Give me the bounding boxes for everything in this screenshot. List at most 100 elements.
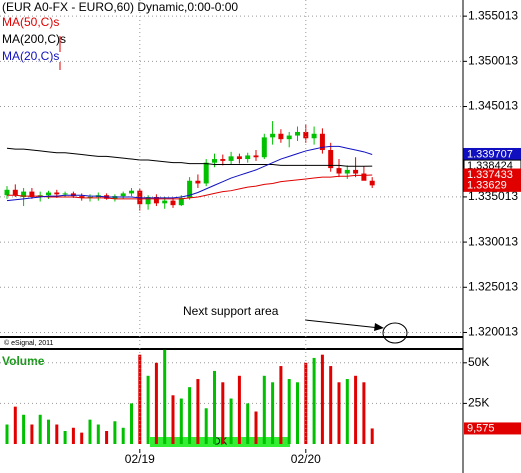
volume-bar — [345, 379, 349, 444]
candle-body — [29, 191, 35, 198]
volume-bar — [105, 431, 109, 444]
volume-bar — [121, 427, 125, 444]
candle-body — [203, 162, 209, 184]
candle-body — [195, 180, 201, 184]
ma-line — [7, 174, 373, 200]
legend-entry: MA(200,C)s — [2, 32, 66, 46]
arrow-head — [374, 323, 384, 331]
candle-body — [129, 190, 134, 194]
volume-bar — [163, 349, 167, 444]
volume-bar — [329, 366, 333, 444]
candle-body — [278, 133, 284, 140]
candle-body — [62, 193, 68, 195]
candle-body — [261, 137, 267, 158]
candle-body — [54, 192, 60, 195]
y-tick-label: 1.325013 — [468, 279, 518, 293]
volume-bar — [312, 357, 316, 444]
candle-body — [212, 159, 217, 163]
candle-body — [220, 159, 226, 161]
candle-body — [295, 131, 300, 136]
annotation-arrow — [304, 319, 381, 329]
candle-body — [328, 150, 334, 169]
candle-body — [253, 155, 259, 158]
candle-body — [178, 197, 184, 206]
annotation: Next support area — [183, 304, 279, 318]
volume-bar — [304, 362, 308, 444]
candle-body — [245, 155, 251, 160]
y-tick-label: 50K — [468, 355, 489, 369]
volume-bar — [254, 411, 258, 444]
last-value-tag: 1.337433 — [467, 169, 513, 181]
volume-bar — [179, 398, 183, 444]
candle-body — [120, 193, 126, 197]
candle-body — [46, 192, 51, 196]
candle-body — [170, 200, 176, 206]
volume-bar — [22, 414, 26, 444]
candle-body — [187, 180, 193, 198]
volume-bar — [204, 408, 208, 444]
x-tick-label: 02/20 — [291, 452, 321, 466]
y-tick-label: 1.350013 — [468, 54, 518, 68]
candle-body — [270, 133, 276, 138]
candle-body — [353, 169, 359, 174]
candle-body — [228, 156, 234, 161]
copyright: © eSignal, 2011 — [4, 339, 54, 347]
candle-body — [311, 133, 317, 139]
candle-body — [21, 191, 27, 198]
candle-body — [369, 180, 375, 186]
y-tick-label: 1.345013 — [468, 99, 518, 113]
volume-bar — [196, 379, 200, 444]
volume-bar — [38, 414, 42, 444]
volume-bar — [138, 354, 142, 444]
volume-bar — [246, 403, 250, 444]
volume-bar — [296, 382, 299, 444]
last-price-tag: 1.33629 — [467, 179, 507, 191]
volume-bar — [154, 362, 158, 444]
volume-bar — [320, 354, 324, 444]
volume-bar — [271, 382, 275, 444]
y-tick-label: 1.335013 — [468, 189, 518, 203]
candle-body — [236, 156, 242, 160]
candle-body — [145, 197, 151, 205]
candle-body — [4, 189, 10, 196]
volume-bar — [13, 406, 17, 444]
last-volume-box — [464, 422, 521, 435]
candle-body — [319, 133, 325, 151]
volume-bar — [287, 379, 291, 444]
candle-body — [79, 196, 85, 198]
volume-bar — [213, 370, 216, 444]
annotation-circle — [382, 322, 408, 344]
candle-body — [344, 169, 350, 174]
volume-bar — [279, 366, 283, 444]
last-volume-label: 9,575 — [467, 422, 495, 434]
volume-bar — [88, 419, 92, 444]
panel-title: Volume — [2, 354, 45, 368]
y-tick-label: 25K — [468, 396, 489, 410]
y-tick-label: 1.320013 — [468, 325, 518, 339]
volume-bar — [80, 432, 84, 444]
volume-bar — [55, 424, 59, 444]
y-tick-label: 1.330013 — [468, 234, 518, 248]
legend-entry: MA(50,C)s — [2, 15, 59, 29]
volume-bar — [188, 387, 192, 444]
candle-body — [12, 189, 18, 196]
volume-bar — [113, 421, 117, 444]
volume-bar — [354, 375, 358, 444]
chart-title: (EUR A0-FX - EURO,60) Dynamic,0:00-0:00 — [2, 0, 238, 14]
volume-bar — [171, 395, 175, 444]
volume-bar — [47, 419, 50, 444]
status-bar — [150, 437, 290, 447]
volume-bar — [362, 382, 366, 444]
volume-bar — [63, 431, 67, 444]
last-price-tag-box — [463, 178, 521, 192]
volume-bar — [96, 424, 100, 444]
volume-bar — [71, 427, 75, 444]
volume-bar — [337, 382, 341, 444]
volume-bar — [262, 375, 266, 444]
legend-entry: MA(20,C)s — [2, 49, 59, 63]
volume-bar — [221, 382, 225, 444]
candle-body — [303, 131, 309, 139]
